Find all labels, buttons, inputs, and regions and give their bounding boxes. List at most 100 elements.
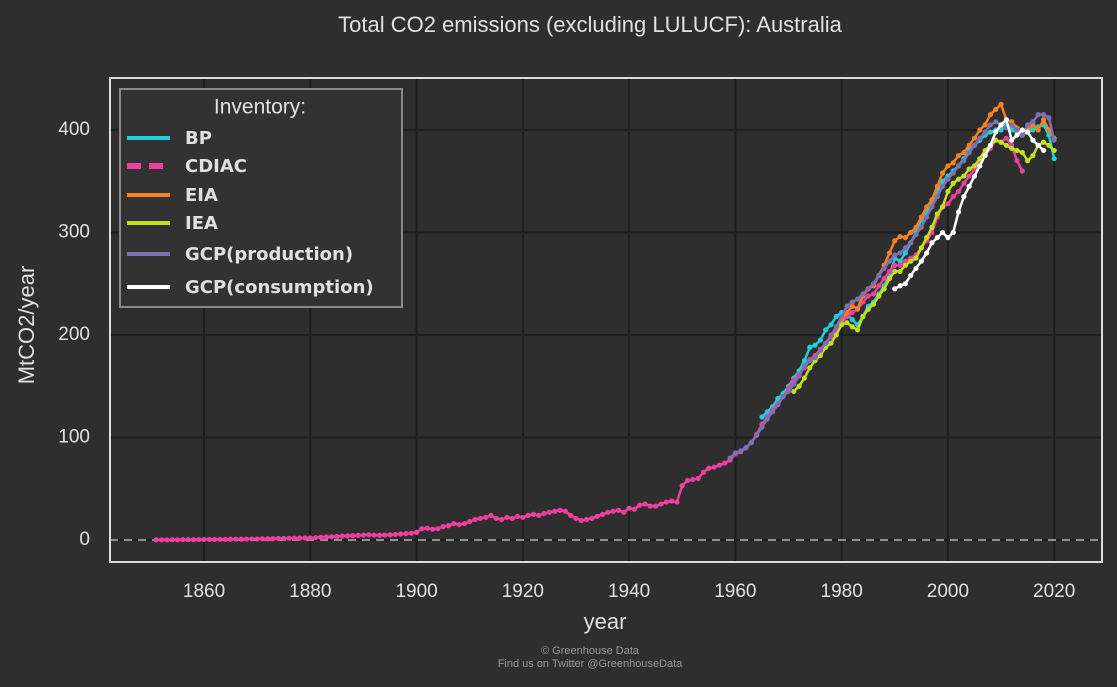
- data-point: [1003, 117, 1009, 123]
- legend-label: IEA: [185, 213, 218, 234]
- footer-social: Find us on Twitter @GreenhouseData: [498, 658, 683, 670]
- data-point: [817, 337, 823, 343]
- data-point: [722, 460, 728, 466]
- data-point: [488, 512, 494, 518]
- data-point: [854, 327, 861, 333]
- data-point: [647, 503, 653, 509]
- data-point: [913, 231, 919, 238]
- data-point: [785, 388, 792, 394]
- data-point: [1040, 111, 1047, 118]
- data-point: [307, 535, 313, 541]
- data-point: [966, 173, 972, 179]
- data-point: [791, 381, 797, 387]
- data-point: [982, 122, 988, 128]
- data-point: [1014, 132, 1020, 138]
- data-point: [950, 193, 956, 200]
- data-point: [849, 324, 855, 330]
- data-point: [897, 258, 903, 264]
- data-point: [939, 229, 946, 236]
- data-point: [419, 526, 425, 532]
- data-point: [977, 163, 983, 169]
- data-point: [201, 536, 207, 543]
- data-point: [398, 531, 404, 537]
- data-point: [796, 373, 802, 379]
- data-point: [334, 533, 340, 539]
- x-tick-label: 2020: [1033, 581, 1075, 602]
- data-point: [971, 173, 978, 179]
- data-point: [360, 532, 367, 538]
- data-point: [541, 510, 547, 516]
- data-point: [854, 305, 861, 311]
- data-point: [1019, 168, 1025, 174]
- x-tick-label: 1960: [714, 581, 756, 602]
- data-point: [392, 531, 398, 538]
- data-point: [669, 498, 675, 504]
- data-point: [514, 513, 521, 519]
- data-point: [902, 250, 909, 256]
- data-point: [344, 533, 351, 539]
- data-point: [1040, 147, 1047, 154]
- y-tick-label: 0: [79, 529, 90, 550]
- data-point: [472, 516, 478, 523]
- data-point: [955, 176, 962, 182]
- data-point: [695, 475, 701, 482]
- data-point: [759, 414, 765, 420]
- data-point: [950, 170, 956, 176]
- data-point: [876, 272, 882, 279]
- data-point: [536, 512, 542, 518]
- data-point: [971, 163, 978, 169]
- data-point: [929, 204, 935, 210]
- data-point: [498, 516, 505, 523]
- data-point: [833, 332, 839, 338]
- data-point: [881, 265, 887, 271]
- data-point: [339, 533, 345, 539]
- data-point: [376, 532, 382, 538]
- plot: [153, 101, 1057, 543]
- data-point: [578, 517, 584, 524]
- data-point: [908, 229, 914, 236]
- data-point: [844, 303, 850, 309]
- data-point: [291, 535, 297, 541]
- data-point: [908, 272, 914, 279]
- data-point: [892, 286, 898, 292]
- data-point: [897, 250, 903, 256]
- data-point: [350, 533, 356, 539]
- data-point: [1009, 137, 1015, 143]
- data-point: [812, 342, 818, 348]
- data-point: [939, 170, 946, 176]
- data-point: [525, 512, 531, 518]
- data-point: [249, 536, 255, 542]
- data-point: [493, 515, 499, 522]
- data-point: [892, 238, 898, 244]
- data-point: [966, 183, 972, 189]
- data-point: [599, 511, 606, 517]
- data-point: [955, 188, 962, 195]
- data-point: [897, 262, 903, 268]
- data-point: [631, 506, 638, 512]
- data-point: [902, 234, 909, 241]
- plot-frame: [109, 77, 1103, 563]
- data-point: [971, 135, 978, 141]
- data-point: [180, 537, 186, 543]
- x-tick-label: 1880: [289, 581, 331, 602]
- data-point: [945, 201, 951, 207]
- data-point: [961, 149, 967, 156]
- data-point: [1003, 142, 1009, 148]
- data-point: [674, 499, 680, 505]
- footer-copyright: © Greenhouse Data: [541, 645, 640, 657]
- data-point: [764, 409, 770, 415]
- data-point: [589, 515, 595, 522]
- data-point: [881, 275, 887, 282]
- data-point: [1019, 127, 1025, 133]
- y-tick-label: 400: [58, 119, 90, 140]
- data-point: [886, 268, 893, 275]
- data-point: [892, 268, 898, 275]
- data-point: [870, 291, 877, 297]
- y-tick-label: 200: [58, 324, 90, 345]
- data-point: [775, 402, 781, 408]
- data-point: [217, 536, 223, 542]
- data-point: [1025, 129, 1031, 135]
- data-point: [1025, 158, 1031, 164]
- data-point: [955, 163, 962, 169]
